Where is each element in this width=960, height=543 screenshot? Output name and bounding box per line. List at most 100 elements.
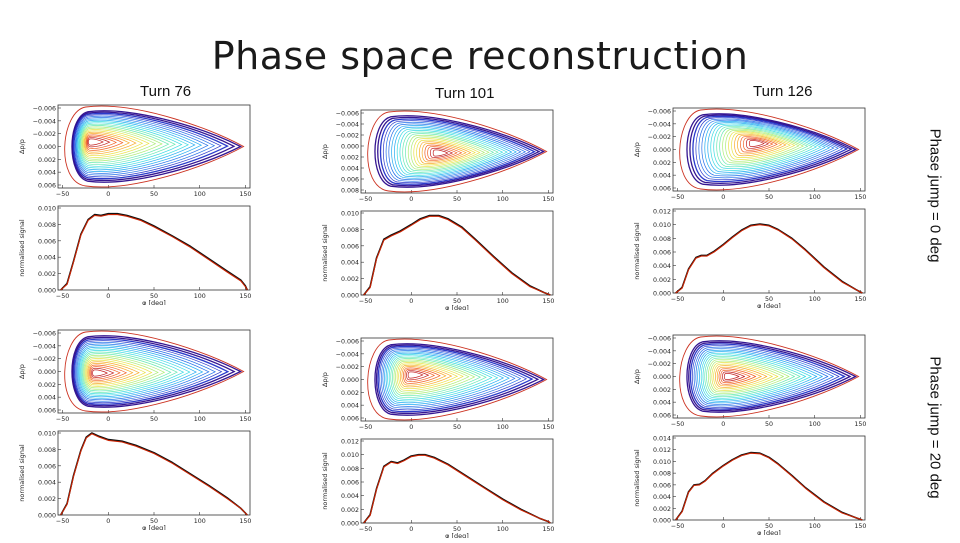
- y-tick-label: −0.002: [336, 133, 359, 140]
- contour-line: [85, 134, 124, 151]
- x-tick-label: 0: [721, 421, 725, 428]
- x-tick-label: 100: [497, 298, 509, 305]
- y-tick-label: 0.002: [38, 271, 56, 278]
- chart-svg: −0.006−0.004−0.0020.0000.0020.0040.006−5…: [18, 104, 251, 307]
- contour-line: [388, 355, 493, 400]
- contour-line: [702, 354, 807, 399]
- contour-line: [396, 362, 464, 391]
- x-tick-label: −50: [671, 194, 684, 201]
- separatrix: [679, 335, 860, 418]
- y-tick-label: 0.014: [653, 436, 671, 443]
- contour-line: [725, 129, 800, 162]
- y-axis-label: normalised signal: [321, 452, 329, 510]
- contour-line: [78, 346, 197, 398]
- contour-line: [701, 119, 835, 177]
- y-tick-label: −0.004: [33, 343, 56, 350]
- y-tick-label: 0.002: [341, 390, 359, 397]
- y-tick-label: 0.010: [341, 452, 359, 459]
- y-tick-label: 0.006: [38, 238, 56, 245]
- y-tick-label: 0.000: [38, 369, 56, 376]
- separatrix: [64, 105, 245, 188]
- y-tick-label: −0.004: [336, 351, 359, 358]
- y-tick-label: 0.006: [341, 416, 359, 423]
- x-axis-label: φ [deg]: [445, 304, 469, 310]
- x-tick-label: 0: [106, 191, 110, 198]
- panel-turn76-jump20: −0.006 −0.004 −0.002 0.000 0.002 0.004 0.006 −5…: [15, 325, 260, 535]
- x-tick-label: −50: [359, 526, 372, 533]
- x-tick-label: 100: [194, 191, 206, 198]
- y-axis-label: normalised signal: [633, 222, 641, 280]
- y-tick-label: −0.002: [648, 134, 671, 141]
- y-tick-label: 0.006: [653, 186, 671, 193]
- y-tick-label: 0.002: [38, 157, 56, 164]
- phase-jump-label-0: Phase jump = 0 deg: [926, 128, 944, 263]
- contour-line: [89, 364, 128, 381]
- x-tick-label: 150: [854, 194, 866, 201]
- contour-line: [399, 130, 504, 175]
- panel-turn126-jump0: −0.006 −0.004 −0.002 0.000 0.002 0.004 0.006 −5…: [630, 103, 875, 313]
- y-tick-label: 0.008: [38, 222, 56, 229]
- contour-line: [380, 348, 522, 409]
- separatrix: [367, 338, 548, 421]
- contour-line: [92, 369, 109, 377]
- x-tick-label: 150: [542, 526, 554, 533]
- contour-line: [723, 373, 740, 380]
- contour-line: [722, 371, 746, 382]
- contour-line: [707, 122, 826, 173]
- contour-line: [78, 121, 189, 169]
- contour-line: [84, 133, 131, 153]
- y-tick-label: −0.006: [648, 109, 671, 116]
- contour-line: [385, 352, 505, 404]
- contour-line: [72, 111, 236, 181]
- profile-plot-frame: [57, 430, 251, 516]
- contour-line: [81, 126, 163, 162]
- panel-turn101-jump0: −0.006 −0.004 −0.002 0.000 0.002 0.004 0.006 0.…: [318, 105, 563, 315]
- y-tick-label: 0.004: [341, 403, 359, 410]
- contour-line: [75, 342, 216, 402]
- x-tick-label: −50: [359, 424, 372, 431]
- contour-line: [710, 123, 822, 171]
- x-tick-label: 150: [239, 416, 251, 423]
- contour-line: [374, 115, 546, 188]
- x-axis-label: φ [deg]: [142, 299, 166, 305]
- contour-line: [84, 356, 159, 389]
- separatrix: [64, 330, 245, 413]
- y-tick-label: −0.002: [648, 361, 671, 368]
- x-tick-label: 50: [150, 191, 158, 198]
- y-tick-label: 0.002: [341, 155, 359, 162]
- contour-lines: [374, 343, 546, 416]
- separatrix: [367, 110, 548, 193]
- x-tick-label: −50: [56, 191, 69, 198]
- contour-line: [704, 356, 801, 397]
- y-tick-label: 0.008: [653, 236, 671, 243]
- y-tick-label: 0.004: [653, 173, 671, 180]
- y-tick-label: 0.004: [653, 400, 671, 407]
- x-tick-label: 0: [409, 526, 413, 533]
- phase-jump-label-20: Phase jump = 20 deg: [926, 356, 944, 499]
- y-tick-label: 0.010: [38, 206, 56, 213]
- contour-line: [746, 138, 770, 149]
- contour-line: [413, 138, 481, 167]
- contour-line: [734, 133, 787, 157]
- x-tick-label: 100: [194, 518, 206, 525]
- x-tick-label: 0: [106, 293, 110, 300]
- y-tick-label: −0.002: [33, 356, 56, 363]
- contour-line: [83, 130, 144, 157]
- y-tick-label: 0.004: [653, 263, 671, 270]
- contour-lines: [71, 335, 243, 408]
- x-tick-label: 150: [239, 191, 251, 198]
- contour-line: [706, 357, 796, 396]
- contour-line: [82, 129, 150, 158]
- y-tick-label: −0.004: [648, 348, 671, 355]
- x-tick-label: 0: [106, 518, 110, 525]
- y-tick-label: 0.006: [341, 243, 359, 250]
- x-tick-label: 50: [453, 526, 461, 533]
- x-tick-label: 50: [150, 518, 158, 525]
- y-tick-label: 0.008: [38, 447, 56, 454]
- contour-line: [407, 134, 490, 170]
- contour-line: [71, 110, 243, 183]
- contour-line: [410, 136, 486, 169]
- contour-line: [90, 366, 121, 380]
- contour-line: [71, 335, 243, 408]
- x-tick-label: 150: [854, 421, 866, 428]
